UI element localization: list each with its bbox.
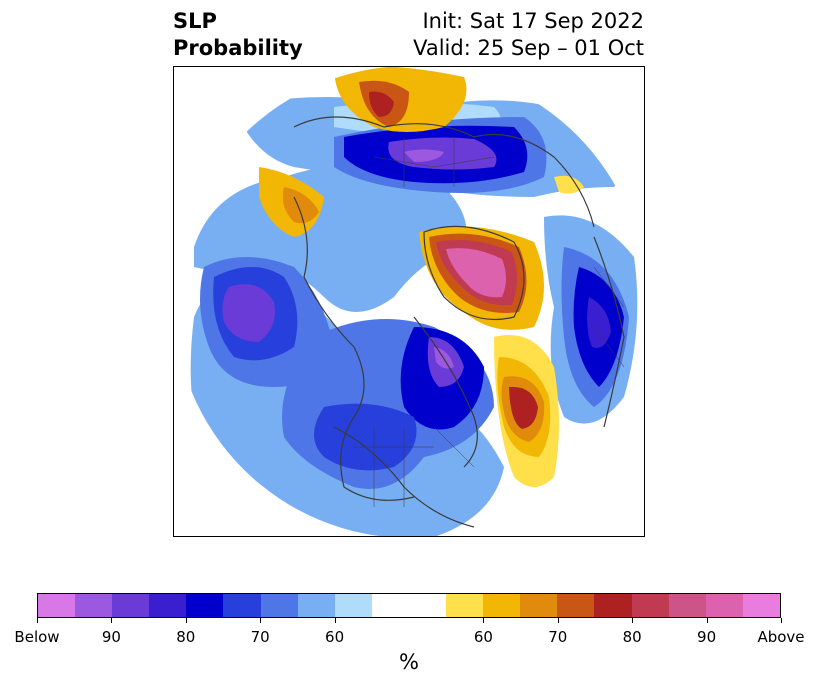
colorbar-tick-mark <box>781 618 782 623</box>
colorbar-tick-label: 70 <box>548 628 568 646</box>
colorbar-segment <box>186 594 224 617</box>
colorbar-segment <box>260 594 298 617</box>
valid-range: Valid: 25 Sep – 01 Oct <box>413 36 644 60</box>
init-date: Init: Sat 17 Sep 2022 <box>422 9 644 33</box>
probability-map-svg <box>174 67 644 536</box>
colorbar-tick-label: 60 <box>473 628 493 646</box>
polar-map <box>173 66 645 537</box>
colorbar-tick-mark <box>483 618 485 623</box>
colorbar-tick-mark <box>260 618 262 623</box>
colorbar-segment <box>742 594 780 617</box>
colorbar-tick-mark <box>185 618 187 623</box>
above-field <box>259 67 584 487</box>
colorbar-segment <box>668 594 706 617</box>
colorbar-segment <box>631 594 669 617</box>
colorbar-segment <box>223 594 261 617</box>
colorbar-segment <box>371 594 409 617</box>
coastlines <box>293 116 625 528</box>
below-extreme-field <box>222 137 611 387</box>
colorbar-tick-mark <box>37 618 38 623</box>
colorbar-segment <box>446 594 484 617</box>
colorbar-unit-label: % <box>399 650 419 674</box>
colorbar-segment <box>149 594 187 617</box>
colorbar-tick-mark <box>706 618 708 623</box>
title-variable: SLP <box>173 9 217 33</box>
colorbar-tick-label: 90 <box>101 628 121 646</box>
colorbar-tick-mark <box>557 618 559 623</box>
colorbar-segment <box>705 594 743 617</box>
colorbar-tick-mark <box>111 618 113 623</box>
colorbar-tick-mark <box>632 618 634 623</box>
colorbar-segment <box>297 594 335 617</box>
colorbar <box>37 593 781 618</box>
colorbar-tick-label: 80 <box>176 628 196 646</box>
colorbar-tick-mark <box>334 618 336 623</box>
colorbar-tick-label: Below <box>14 628 60 646</box>
colorbar-tick-label: 90 <box>697 628 717 646</box>
title-right: Init: Sat 17 Sep 2022 Valid: 25 Sep – 01… <box>413 8 644 62</box>
colorbar-tick-label: 70 <box>250 628 270 646</box>
colorbar-segment <box>483 594 521 617</box>
colorbar-segment <box>408 594 447 617</box>
title-field: Probability <box>173 36 303 60</box>
colorbar-segment <box>557 594 595 617</box>
colorbar-segment <box>38 594 76 617</box>
colorbar-tick-label: 60 <box>325 628 345 646</box>
colorbar-segment <box>520 594 558 617</box>
colorbar-segment <box>112 594 150 617</box>
colorbar-segment <box>334 594 372 617</box>
colorbar-tick-label: Above <box>757 628 805 646</box>
borders <box>354 137 625 507</box>
colorbar-tick-label: 80 <box>622 628 642 646</box>
title-left: SLP Probability <box>173 8 303 62</box>
colorbar-segment <box>594 594 632 617</box>
colorbar-segment <box>75 594 113 617</box>
